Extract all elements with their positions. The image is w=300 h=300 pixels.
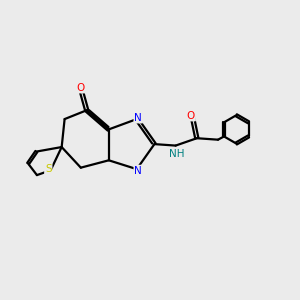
Text: N: N: [134, 166, 142, 176]
Text: O: O: [77, 82, 85, 93]
Text: O: O: [187, 111, 195, 121]
Text: S: S: [45, 164, 52, 174]
Text: N: N: [134, 112, 142, 123]
Text: NH: NH: [169, 148, 185, 158]
